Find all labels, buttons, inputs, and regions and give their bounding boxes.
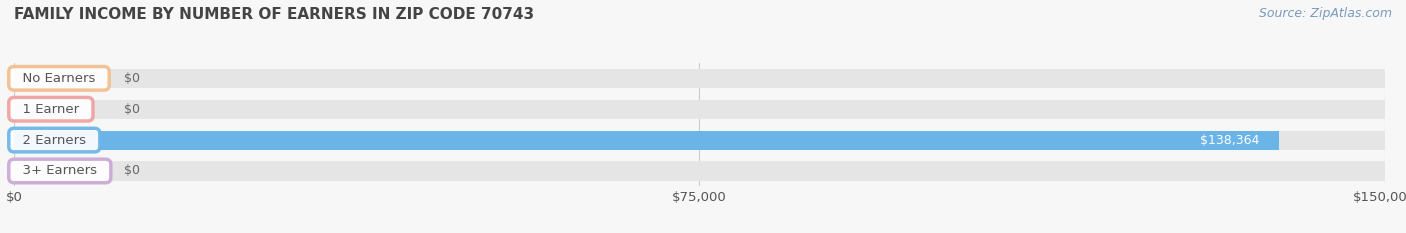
Text: $138,364: $138,364 [1201,134,1260,147]
Text: FAMILY INCOME BY NUMBER OF EARNERS IN ZIP CODE 70743: FAMILY INCOME BY NUMBER OF EARNERS IN ZI… [14,7,534,22]
Text: $0: $0 [124,164,139,178]
Bar [14,100,1385,119]
Text: 2 Earners: 2 Earners [14,134,94,147]
Text: Source: ZipAtlas.com: Source: ZipAtlas.com [1258,7,1392,20]
Text: 3+ Earners: 3+ Earners [14,164,105,178]
Text: No Earners: No Earners [14,72,104,85]
Text: $0: $0 [124,103,139,116]
Bar [14,161,1385,181]
Bar [14,69,1385,88]
Bar [14,130,1385,150]
Text: 1 Earner: 1 Earner [14,103,87,116]
Text: $0: $0 [124,72,139,85]
Bar [14,130,1278,150]
